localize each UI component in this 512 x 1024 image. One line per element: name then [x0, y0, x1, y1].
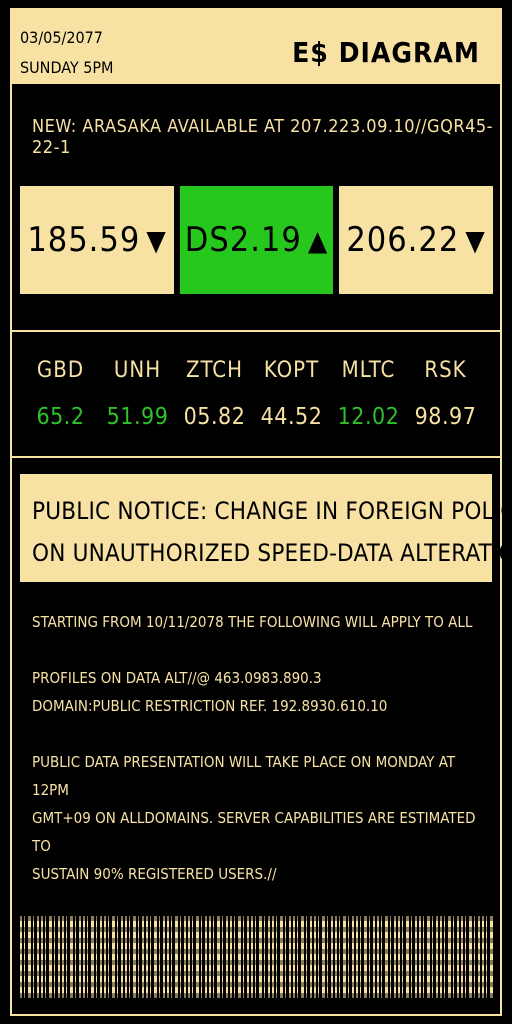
- stock-symbol: GBD: [36, 358, 85, 383]
- notice-line: PUBLIC NOTICE: CHANGE IN FOREIGN POLICY: [32, 497, 512, 525]
- stock-symbol: KOPT: [263, 358, 320, 383]
- stock-value: 65.2: [36, 404, 85, 430]
- page-title: E$ DIAGRAM: [292, 36, 480, 69]
- up-arrow-icon: ▲: [307, 223, 329, 257]
- stock-symbol: RSK: [424, 358, 467, 383]
- stock-symbol: UNH: [113, 358, 162, 383]
- body-line: PUBLIC DATA PRESENTATION WILL TAKE PLACE…: [32, 753, 456, 799]
- stock-symbols: GBD UNH ZTCH KOPT MLTC RSK: [22, 358, 484, 383]
- divider: [12, 456, 500, 458]
- body-line: DOMAIN:PUBLIC RESTRICTION REF. 192.8930.…: [32, 697, 388, 715]
- header: 03/05/2077 SUNDAY 5PM E$ DIAGRAM: [12, 10, 500, 84]
- quote-card: 206.22 ▼: [339, 186, 493, 294]
- body-line: PROFILES ON DATA ALT//@ 463.0983.890.3: [32, 669, 322, 687]
- stock-symbol: MLTC: [341, 358, 396, 383]
- date: 03/05/2077: [20, 28, 103, 47]
- stock-value: 05.82: [183, 404, 246, 430]
- public-notice: PUBLIC NOTICE: CHANGE IN FOREIGN POLICY …: [20, 474, 512, 582]
- body-line: SUSTAIN 90% REGISTERED USERS.//: [32, 865, 277, 883]
- quote-value: DS2.19: [184, 220, 302, 260]
- body-line: STARTING FROM 10/11/2078 THE FOLLOWING W…: [32, 613, 473, 631]
- divider: [12, 330, 500, 332]
- down-arrow-icon: ▼: [465, 223, 486, 257]
- day-time: SUNDAY 5PM: [20, 58, 114, 77]
- stock-value: 44.52: [260, 404, 323, 430]
- stock-value: 12.02: [337, 404, 400, 430]
- notice-line: ON UNAUTHORIZED SPEED-DATA ALTERATION _: [32, 539, 512, 567]
- stock-values: 65.2 51.99 05.82 44.52 12.02 98.97: [22, 404, 484, 430]
- stock-value: 98.97: [414, 404, 477, 430]
- stock-symbol: ZTCH: [185, 358, 244, 383]
- quote-card: DS2.19 ▲: [180, 186, 333, 294]
- notice-body: STARTING FROM 10/11/2078 THE FOLLOWING W…: [32, 608, 492, 888]
- quote-card: 185.59 ▼: [20, 186, 174, 294]
- body-line: GMT+09 ON ALLDOMAINS. SERVER CAPABILITIE…: [32, 809, 476, 855]
- ticker-note: NEW: ARASAKA AVAILABLE AT 207.223.09.10/…: [32, 116, 494, 158]
- down-arrow-icon: ▼: [146, 223, 167, 257]
- quote-value: 185.59: [27, 220, 141, 260]
- barcode: [20, 916, 494, 998]
- stock-value: 51.99: [106, 404, 169, 430]
- quote-value: 206.22: [346, 220, 460, 260]
